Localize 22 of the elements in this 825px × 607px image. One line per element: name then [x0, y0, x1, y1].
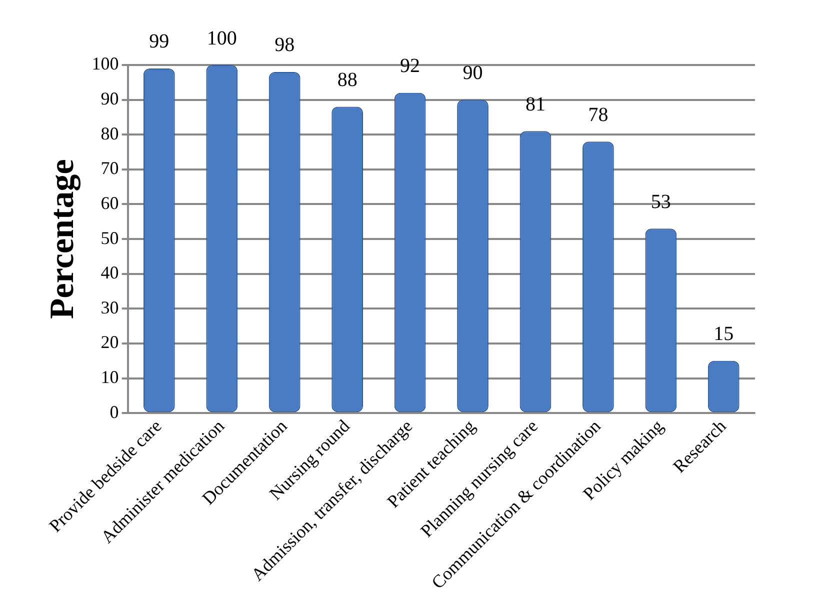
y-tick-label: 30 — [100, 297, 119, 318]
y-tick-label: 70 — [100, 158, 119, 178]
data-label: 98 — [274, 34, 295, 56]
y-tick-label: 40 — [100, 262, 119, 283]
data-label: 78 — [588, 104, 608, 126]
data-label: 100 — [206, 27, 237, 50]
y-tick-label: 100 — [92, 54, 119, 74]
data-label: 81 — [525, 93, 546, 116]
y-tick-label: 0 — [110, 402, 119, 422]
data-label: 88 — [337, 69, 358, 92]
y-tick-label: 10 — [100, 367, 119, 388]
data-label: 90 — [462, 62, 483, 84]
y-tick-label: 90 — [100, 88, 119, 109]
data-label: 92 — [400, 55, 420, 78]
y-tick-label: 20 — [100, 332, 119, 352]
y-axis-title: Percentage — [44, 159, 82, 319]
data-label: 53 — [650, 190, 671, 213]
data-label: 15 — [714, 323, 734, 346]
y-tick-label: 60 — [100, 192, 119, 213]
data-label: 99 — [149, 30, 170, 53]
y-tick-label: 50 — [100, 228, 119, 248]
y-tick-label: 80 — [100, 123, 119, 144]
